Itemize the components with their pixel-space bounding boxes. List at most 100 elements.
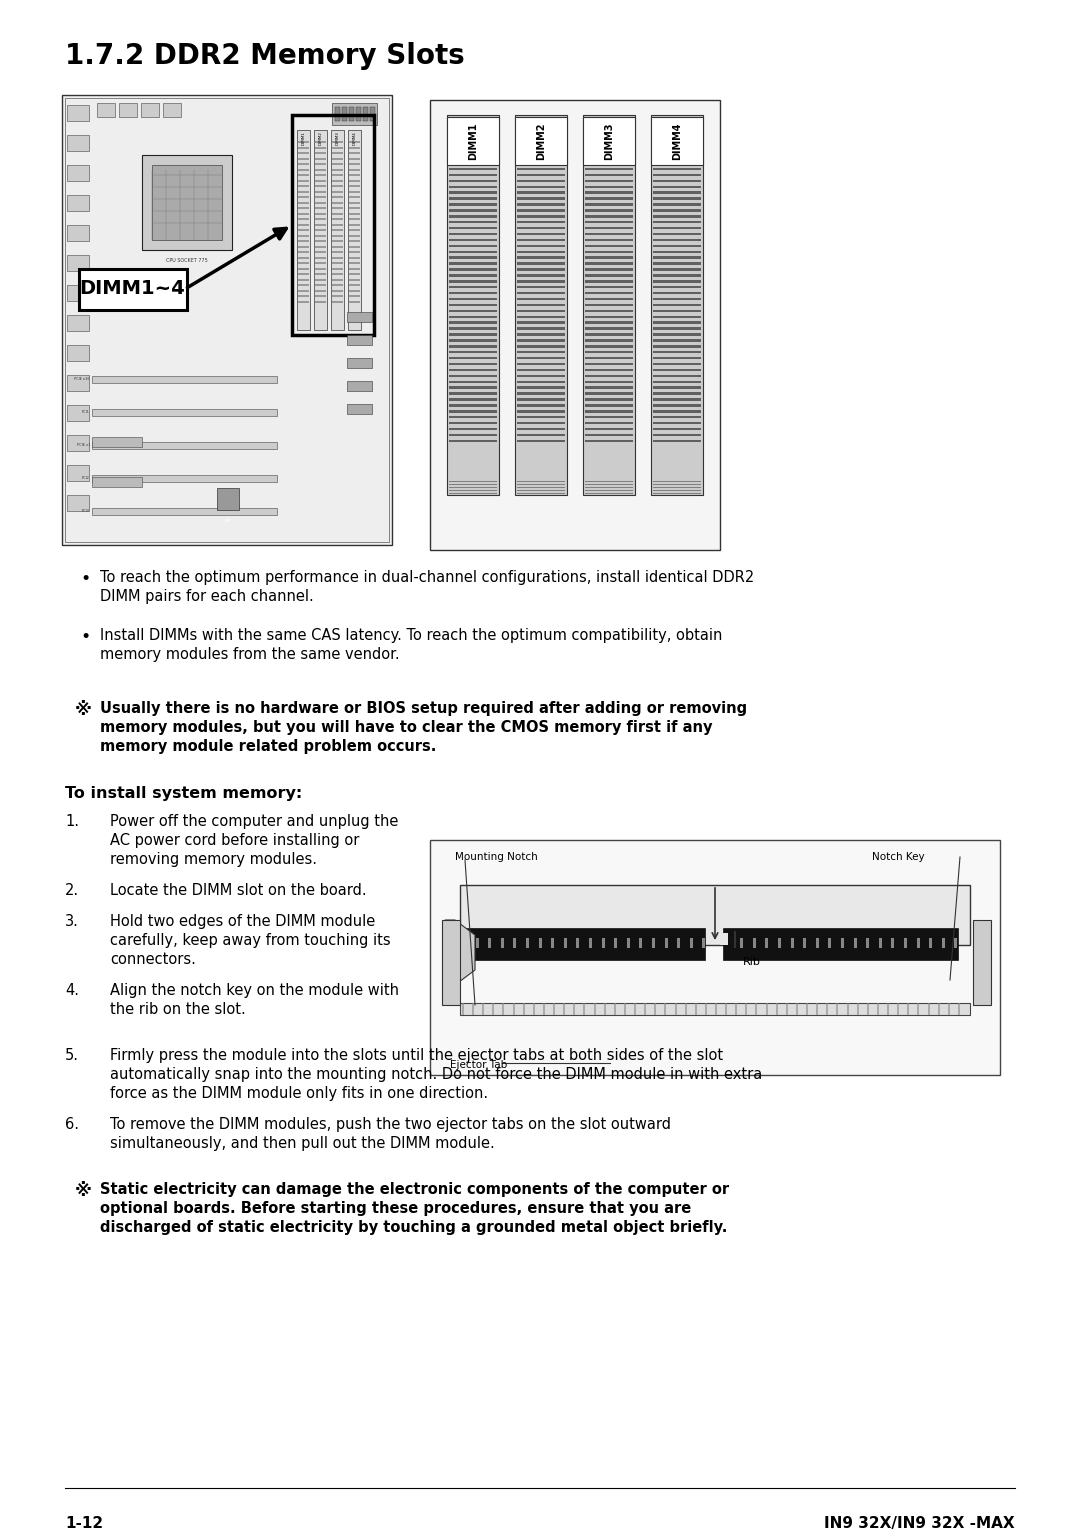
- Bar: [585, 368, 633, 372]
- Bar: [449, 416, 497, 419]
- Bar: [585, 263, 633, 265]
- Text: PCI2: PCI2: [82, 476, 90, 480]
- Text: Rib: Rib: [743, 957, 761, 966]
- Text: optional boards. Before starting these procedures, ensure that you are: optional boards. Before starting these p…: [100, 1200, 691, 1216]
- Bar: [349, 234, 360, 237]
- Bar: [948, 1003, 949, 1015]
- Text: Align the notch key on the module with: Align the notch key on the module with: [110, 983, 399, 998]
- Bar: [653, 251, 701, 252]
- Bar: [449, 333, 497, 336]
- Bar: [332, 206, 343, 209]
- Bar: [315, 251, 326, 252]
- Bar: [119, 102, 137, 118]
- Bar: [298, 223, 309, 225]
- Bar: [332, 151, 343, 154]
- Bar: [449, 422, 497, 425]
- Bar: [653, 404, 701, 407]
- Bar: [517, 257, 565, 258]
- Bar: [442, 920, 460, 1005]
- Bar: [298, 141, 309, 144]
- Bar: [585, 226, 633, 229]
- Text: 1-12: 1-12: [65, 1515, 103, 1529]
- Bar: [653, 174, 701, 176]
- Bar: [349, 278, 360, 280]
- Bar: [449, 274, 497, 277]
- Bar: [298, 295, 309, 297]
- Bar: [449, 375, 497, 378]
- Bar: [349, 295, 360, 297]
- Bar: [332, 268, 343, 269]
- Bar: [517, 274, 565, 277]
- Bar: [298, 229, 309, 231]
- Bar: [349, 274, 360, 275]
- Bar: [315, 174, 326, 176]
- Bar: [653, 185, 701, 188]
- Bar: [347, 312, 372, 323]
- Bar: [517, 410, 565, 413]
- Bar: [517, 179, 565, 182]
- Bar: [585, 251, 633, 252]
- Bar: [298, 168, 309, 171]
- Bar: [653, 422, 701, 425]
- Bar: [653, 156, 701, 159]
- Bar: [585, 121, 633, 122]
- Bar: [517, 209, 565, 211]
- Bar: [315, 257, 326, 258]
- Bar: [363, 107, 368, 121]
- Text: ※: ※: [75, 700, 92, 719]
- Bar: [653, 428, 701, 430]
- Bar: [349, 268, 360, 269]
- Bar: [653, 356, 701, 359]
- Bar: [449, 393, 497, 394]
- Bar: [766, 1003, 768, 1015]
- Bar: [449, 245, 497, 248]
- Bar: [585, 150, 633, 153]
- Bar: [585, 410, 633, 413]
- Bar: [449, 216, 497, 217]
- Bar: [517, 133, 565, 135]
- Text: connectors.: connectors.: [110, 953, 195, 966]
- Bar: [449, 162, 497, 164]
- Bar: [332, 284, 343, 286]
- Text: DIMM3: DIMM3: [604, 122, 615, 159]
- Bar: [585, 156, 633, 159]
- Bar: [298, 164, 309, 165]
- Bar: [332, 174, 343, 176]
- Bar: [756, 1003, 757, 1015]
- Bar: [67, 315, 89, 330]
- Bar: [589, 937, 592, 948]
- Bar: [517, 381, 565, 382]
- Text: removing memory modules.: removing memory modules.: [110, 852, 318, 867]
- Bar: [332, 301, 343, 303]
- Bar: [517, 168, 565, 170]
- Bar: [517, 127, 565, 128]
- Bar: [517, 333, 565, 336]
- Bar: [907, 1003, 909, 1015]
- Bar: [349, 185, 360, 187]
- Bar: [315, 219, 326, 220]
- Bar: [430, 839, 1000, 1075]
- Bar: [298, 284, 309, 286]
- Bar: [517, 263, 565, 265]
- Bar: [654, 1003, 657, 1015]
- Bar: [753, 937, 756, 948]
- Bar: [298, 246, 309, 248]
- Bar: [332, 141, 343, 144]
- Text: 5.: 5.: [65, 1047, 79, 1063]
- Bar: [449, 428, 497, 430]
- Bar: [332, 274, 343, 275]
- Bar: [332, 246, 343, 248]
- Bar: [332, 213, 343, 214]
- Text: Hold two edges of the DIMM module: Hold two edges of the DIMM module: [110, 914, 375, 930]
- Text: To install system memory:: To install system memory:: [65, 786, 302, 801]
- Text: memory modules from the same vendor.: memory modules from the same vendor.: [100, 647, 400, 662]
- Text: To remove the DIMM modules, push the two ejector tabs on the slot outward: To remove the DIMM modules, push the two…: [110, 1118, 671, 1131]
- Bar: [315, 278, 326, 280]
- Bar: [653, 352, 701, 353]
- Bar: [585, 398, 633, 401]
- Bar: [92, 477, 141, 488]
- Bar: [92, 408, 276, 416]
- Bar: [67, 255, 89, 271]
- Bar: [778, 937, 781, 948]
- Bar: [585, 298, 633, 300]
